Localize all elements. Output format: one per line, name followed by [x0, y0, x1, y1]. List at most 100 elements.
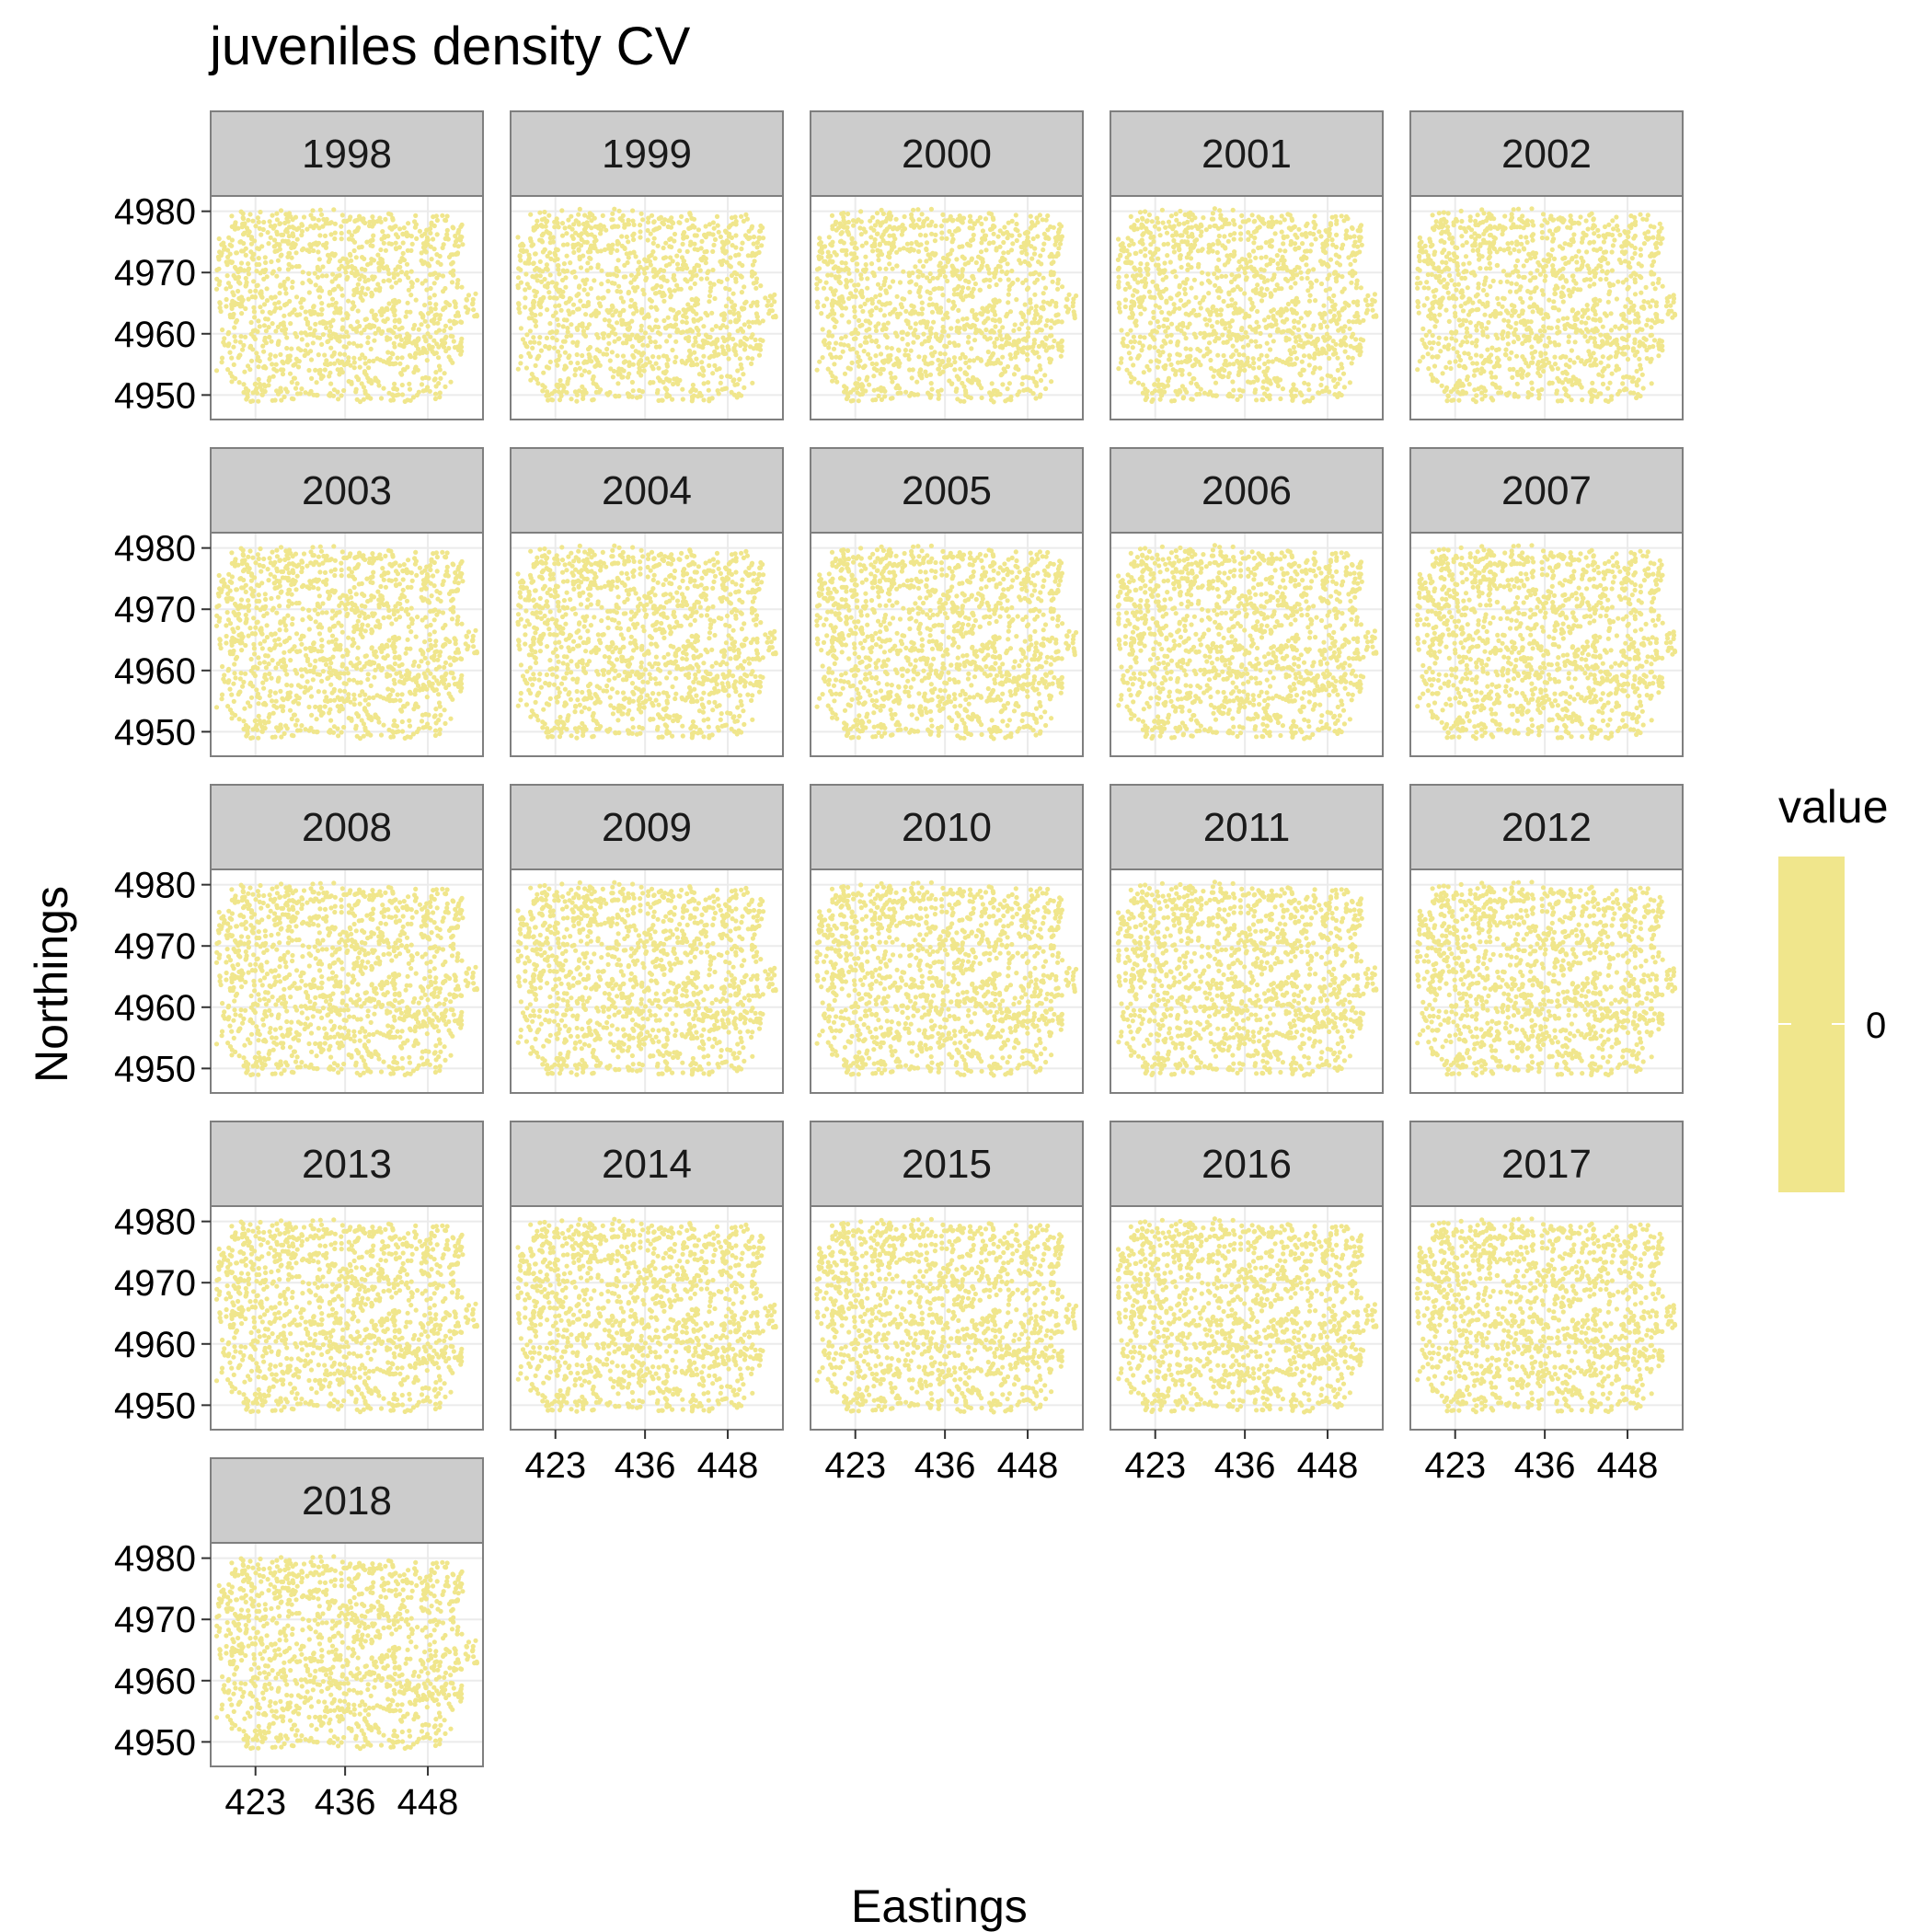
data-point — [1259, 397, 1264, 402]
data-point — [284, 346, 289, 351]
data-point — [1202, 335, 1206, 339]
data-point — [317, 268, 322, 272]
data-point — [339, 287, 344, 292]
data-point — [952, 367, 957, 372]
data-point — [1034, 329, 1039, 334]
data-point — [393, 386, 397, 391]
data-point — [973, 282, 978, 286]
data-point — [664, 395, 669, 399]
data-point — [1163, 225, 1167, 230]
data-point — [947, 359, 951, 363]
data-point — [1038, 318, 1042, 323]
data-point — [1142, 335, 1146, 339]
data-point — [689, 277, 694, 282]
data-point — [358, 365, 362, 370]
data-point — [661, 353, 666, 358]
data-point — [360, 352, 364, 357]
data-point — [701, 354, 706, 359]
data-point — [1119, 361, 1123, 365]
data-point — [1238, 231, 1243, 236]
data-point — [465, 310, 469, 315]
data-point — [269, 295, 273, 300]
data-point — [946, 334, 950, 339]
data-point — [993, 324, 997, 328]
data-point — [1338, 262, 1342, 267]
data-point — [873, 294, 878, 299]
data-point — [750, 224, 754, 229]
data-point — [875, 368, 880, 373]
data-point — [1232, 249, 1236, 254]
data-point — [715, 353, 719, 358]
data-point — [845, 397, 849, 401]
data-point — [233, 265, 237, 270]
data-point — [354, 255, 359, 259]
data-point — [1313, 213, 1317, 218]
data-point — [710, 249, 715, 254]
data-point — [890, 375, 894, 380]
data-point — [745, 356, 750, 361]
data-point — [408, 387, 412, 392]
data-point — [1184, 390, 1189, 395]
data-point — [1034, 370, 1039, 374]
data-point — [883, 267, 888, 271]
data-point — [309, 357, 314, 362]
data-point — [616, 258, 621, 262]
data-point — [394, 281, 398, 285]
data-point — [660, 221, 664, 225]
data-point — [546, 397, 550, 402]
data-point — [537, 340, 542, 345]
data-point — [749, 253, 753, 258]
data-point — [1213, 206, 1217, 211]
data-point — [640, 288, 645, 293]
data-point — [1229, 272, 1234, 277]
data-point — [379, 313, 384, 317]
data-point — [247, 271, 251, 276]
data-point — [441, 273, 445, 278]
data-point — [246, 363, 250, 368]
data-point — [677, 248, 682, 253]
data-point — [621, 308, 626, 313]
data-point — [905, 242, 910, 247]
data-point — [1151, 316, 1156, 320]
data-point — [917, 259, 922, 263]
data-point — [689, 362, 694, 367]
data-point — [968, 214, 972, 219]
data-point — [1170, 234, 1175, 238]
data-point — [983, 216, 988, 221]
data-point — [699, 360, 704, 364]
data-point — [688, 286, 693, 291]
data-point — [599, 269, 604, 273]
data-point — [1034, 304, 1039, 308]
data-point — [1354, 285, 1359, 290]
data-point — [1359, 236, 1363, 240]
data-point — [419, 322, 423, 327]
data-point — [1071, 300, 1075, 305]
data-point — [652, 219, 657, 224]
data-point — [530, 274, 535, 279]
data-point — [750, 270, 754, 274]
data-point — [637, 335, 641, 339]
data-point — [843, 372, 847, 376]
data-point — [1143, 276, 1147, 281]
data-point — [1034, 384, 1039, 388]
data-point — [262, 323, 267, 328]
data-point — [444, 236, 449, 240]
data-point — [822, 342, 827, 347]
data-point — [928, 291, 933, 295]
data-point — [841, 211, 845, 215]
data-point — [894, 263, 899, 268]
data-point — [984, 305, 989, 310]
data-point — [374, 287, 378, 292]
data-point — [680, 255, 684, 259]
data-point — [898, 280, 903, 284]
data-point — [859, 219, 864, 224]
data-point — [434, 341, 439, 346]
data-point — [223, 342, 227, 347]
data-point — [229, 356, 234, 361]
data-point — [1220, 333, 1225, 338]
data-point — [421, 241, 426, 246]
data-point — [914, 321, 918, 326]
data-point — [1338, 376, 1342, 381]
data-point — [255, 358, 259, 362]
data-point — [1223, 262, 1227, 267]
